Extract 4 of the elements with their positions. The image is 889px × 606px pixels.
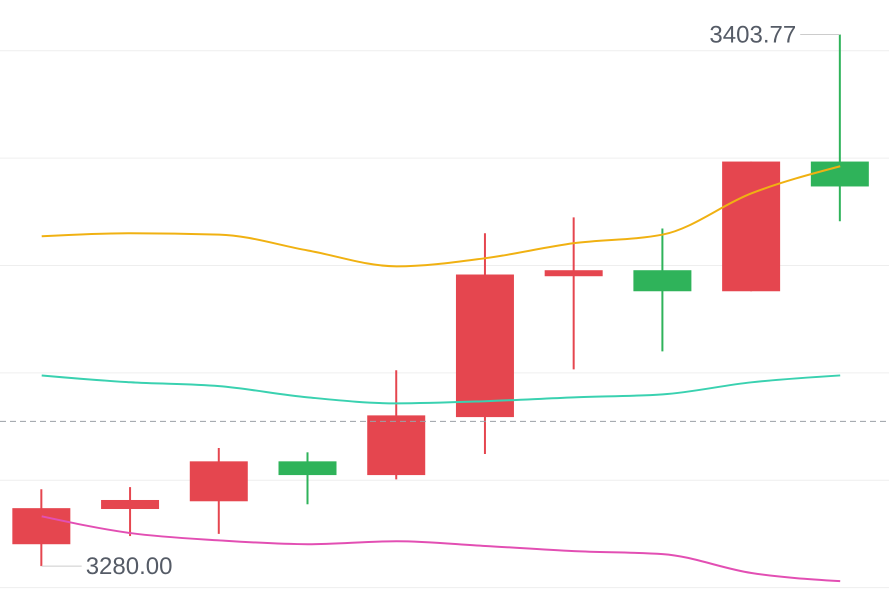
candlestick [544,216,603,370]
annotation: 3403.77 [709,22,796,49]
annotation: 3280.00 [86,553,172,580]
candlestick [101,486,160,538]
